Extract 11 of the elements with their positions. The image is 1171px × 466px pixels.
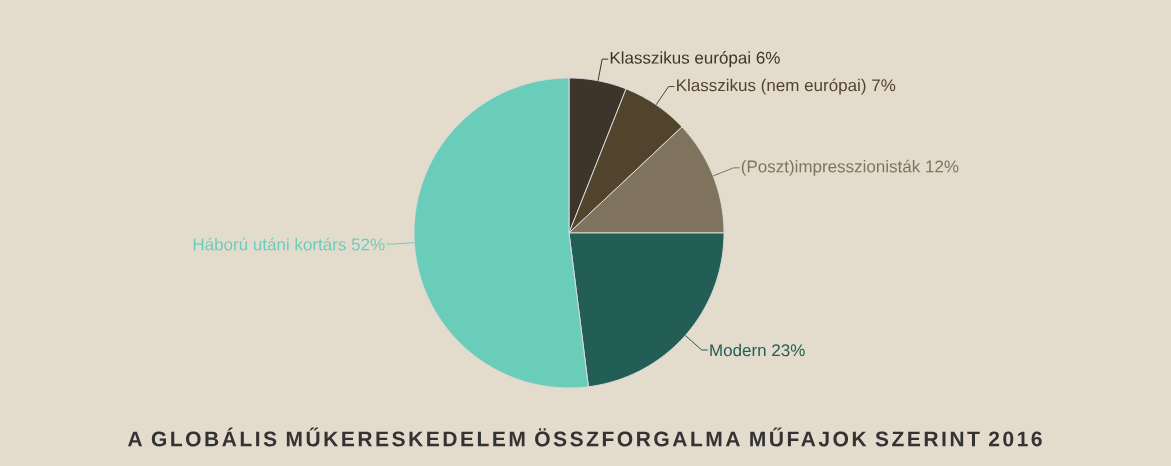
slice-label: Háború utáni kortárs: [193, 237, 346, 251]
slice-label: Klasszikus európai: [610, 51, 750, 68]
data-label: 52%: [351, 238, 385, 251]
slice-label: Modern: [710, 343, 766, 357]
slice-label: (Poszt)impresszionisták: [741, 159, 921, 176]
text: A GLOBÁLIS MŰKERESKEDELEM ÖSSZFORGALMA MŰFAJOK SZERINT 2016: [127, 427, 1042, 447]
data-label: 6%: [756, 51, 780, 64]
data-label: 12%: [926, 160, 959, 173]
slice-label: Klasszikus (nem európai): [677, 78, 866, 95]
data-label: 7%: [872, 79, 896, 92]
data-label: 23%: [772, 344, 805, 357]
